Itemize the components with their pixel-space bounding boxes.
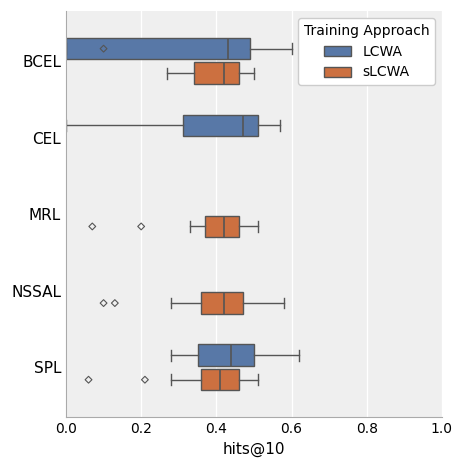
Point <box>85 376 92 383</box>
Point <box>100 45 107 52</box>
PathPatch shape <box>182 115 257 136</box>
Point <box>88 223 96 230</box>
Legend: LCWA, sLCWA: LCWA, sLCWA <box>298 18 434 85</box>
PathPatch shape <box>201 369 238 390</box>
PathPatch shape <box>66 38 250 59</box>
Point <box>51 300 58 307</box>
Point <box>141 376 148 383</box>
Point <box>55 376 62 383</box>
Point <box>55 223 62 230</box>
X-axis label: hits@10: hits@10 <box>222 442 285 457</box>
PathPatch shape <box>194 62 238 84</box>
Point <box>137 223 144 230</box>
Point <box>111 300 119 307</box>
Point <box>51 45 58 52</box>
Point <box>55 351 62 359</box>
PathPatch shape <box>205 216 238 237</box>
PathPatch shape <box>197 344 253 366</box>
Point <box>100 300 107 307</box>
PathPatch shape <box>201 292 242 314</box>
